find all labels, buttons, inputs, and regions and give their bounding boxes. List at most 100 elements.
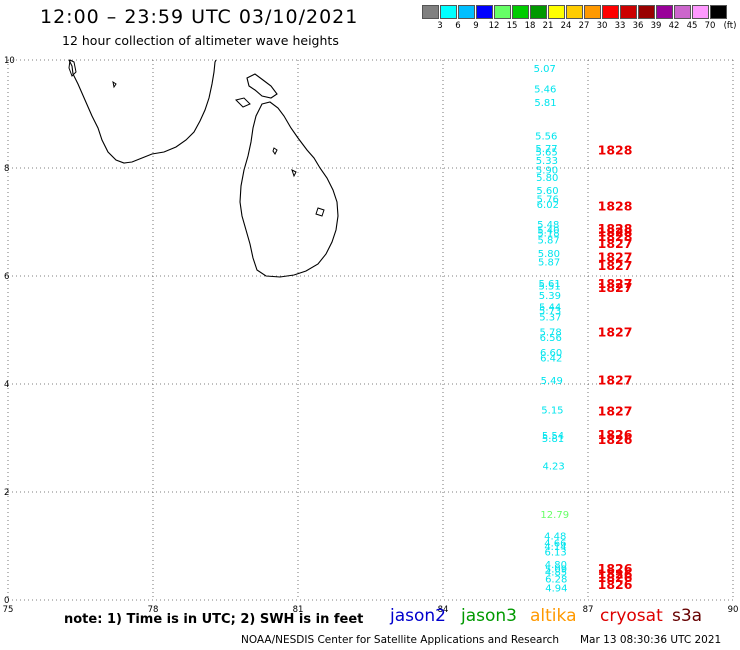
pass-time-label: 1826 <box>598 561 633 576</box>
pass-time-label: 1826 <box>598 570 633 585</box>
legend-tick-label: 15 <box>506 21 518 31</box>
mannar-island <box>235 97 251 108</box>
legend-cryosat: cryosat <box>600 606 663 626</box>
legend-swatch <box>494 5 511 19</box>
legend-tick-label: 70 <box>704 21 716 31</box>
pass-time-labels: 1828182818281828182818271827182718271827… <box>598 143 633 593</box>
wave-height-value: 5.46 <box>534 84 556 95</box>
grid-lines <box>7 59 734 601</box>
x-tick-label: 84 <box>438 605 449 615</box>
legend-tick-label: 42 <box>668 21 680 31</box>
wave-height-value: 5.09 <box>545 564 567 575</box>
wave-height-value: 5.61 <box>538 279 560 290</box>
wave-height-value: 4.23 <box>543 461 565 472</box>
x-tick-label: 87 <box>583 605 594 615</box>
wave-height-value: 6.13 <box>544 548 566 559</box>
wave-height-value: 5.76 <box>537 195 559 206</box>
small-island-5 <box>291 169 297 178</box>
wave-height-value: 5.48 <box>537 220 559 231</box>
wave-height-value: 12.79 <box>540 510 569 521</box>
wave-height-value: 5.60 <box>536 186 558 197</box>
wave-height-value: 5.65 <box>536 148 558 159</box>
x-tick-label: 75 <box>3 605 14 615</box>
india-coastline <box>68 59 217 164</box>
pass-time-label: 1827 <box>598 276 633 291</box>
wave-height-value: 5.49 <box>541 376 563 387</box>
y-tick-label: 8 <box>4 164 9 174</box>
legend-swatch <box>710 5 727 19</box>
color-legend <box>422 5 728 19</box>
legend-swatch <box>440 5 457 19</box>
wave-height-value: 5.77 <box>535 144 557 155</box>
wave-height-value: 5.90 <box>536 165 558 176</box>
wave-height-value: 6.60 <box>540 348 562 359</box>
legend-swatch <box>674 5 691 19</box>
wave-height-value: 5.87 <box>537 236 559 247</box>
generated-timestamp: Mar 13 08:30:36 UTC 2021 <box>580 634 722 646</box>
pass-time-label: 1827 <box>598 258 633 273</box>
pass-time-label: 1826 <box>598 566 633 581</box>
small-island-4 <box>315 207 325 217</box>
wave-height-value: 6.42 <box>540 353 562 364</box>
legend-tick-label: 6 <box>455 21 461 31</box>
legend-tick-label: 33 <box>614 21 626 31</box>
map-subtitle: 12 hour collection of altimeter wave hei… <box>62 33 339 48</box>
legend-tick-label: 24 <box>560 21 572 31</box>
legend-tick-label: 12 <box>488 21 500 31</box>
pass-time-label: 1828 <box>598 199 633 214</box>
pass-time-label: 1828 <box>598 143 633 158</box>
legend-tick-label: 36 <box>632 21 644 31</box>
wave-height-value: 5.54 <box>542 431 564 442</box>
x-tick-label: 90 <box>728 605 739 615</box>
wave-height-value: 5.73 <box>539 306 561 317</box>
legend-swatch <box>584 5 601 19</box>
coastline <box>68 59 339 278</box>
x-tick-label: 81 <box>293 605 304 615</box>
wave-height-value: 6.28 <box>545 575 567 586</box>
y-tick-label: 4 <box>4 380 9 390</box>
wave-height-value: 5.39 <box>539 291 561 302</box>
legend-swatch <box>566 5 583 19</box>
legend-swatch <box>692 5 709 19</box>
pass-time-label: 1827 <box>598 373 633 388</box>
legend-altika: altika <box>530 606 577 626</box>
legend-tick-label: 39 <box>650 21 662 31</box>
pass-time-label: 1828 <box>598 221 633 236</box>
wave-height-value: 5.80 <box>538 249 560 260</box>
pass-time-label: 1826 <box>598 432 633 447</box>
legend-swatch <box>638 5 655 19</box>
wave-height-value: 5.87 <box>538 258 560 269</box>
legend-swatch <box>530 5 547 19</box>
wave-height-value: 5.07 <box>534 64 556 75</box>
wave-height-value: 4.14 <box>544 542 566 553</box>
wave-height-value: 5.56 <box>535 131 557 142</box>
wave-height-value: 5.81 <box>534 98 556 109</box>
legend-unit: (ft) <box>723 21 737 31</box>
legend-tick-label: 30 <box>596 21 608 31</box>
x-tick-label: 78 <box>148 605 159 615</box>
y-tick-label: 0 <box>4 596 9 606</box>
footer-note: note: 1) Time is in UTC; 2) SWH is in fe… <box>64 612 364 627</box>
legend-swatch <box>656 5 673 19</box>
wave-height-value: 5.18 <box>537 229 559 240</box>
legend-swatch <box>422 5 439 19</box>
y-tick-label: 2 <box>4 488 9 498</box>
map-title: 12:00 – 23:59 UTC 03/10/2021 <box>40 6 359 28</box>
wave-height-value: 4.80 <box>545 560 567 571</box>
wave-height-value: 5.44 <box>539 303 561 314</box>
small-island-2 <box>112 80 117 89</box>
legend-swatch <box>476 5 493 19</box>
legend-swatch <box>548 5 565 19</box>
wave-height-value: 6.56 <box>540 333 562 344</box>
wave-height-value: 5.51 <box>539 282 561 293</box>
small-island-1 <box>68 59 77 77</box>
legend-tick-label: 9 <box>473 21 479 31</box>
wave-height-value: 4.48 <box>544 532 566 543</box>
wave-height-value: 4.94 <box>545 583 567 594</box>
legend-s3a: s3a <box>672 606 703 626</box>
small-island-3 <box>272 147 278 155</box>
legend-tick-label: 27 <box>578 21 590 31</box>
wave-height-value: 5.81 <box>542 434 564 445</box>
pass-time-label: 1828 <box>598 225 633 240</box>
